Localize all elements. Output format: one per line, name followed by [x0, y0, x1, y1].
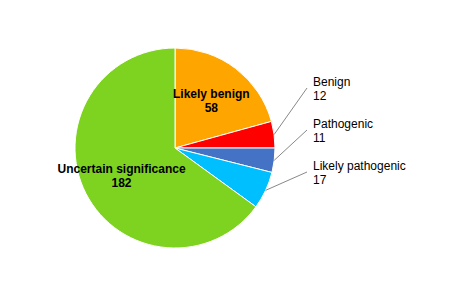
svg-text:Benign12: Benign12 — [313, 75, 350, 103]
svg-text:Uncertain significance182: Uncertain significance182 — [58, 162, 186, 190]
svg-text:Pathogenic11: Pathogenic11 — [313, 117, 373, 145]
svg-text:Likely benign58: Likely benign58 — [173, 87, 250, 115]
svg-text:Likely pathogenic17: Likely pathogenic17 — [313, 159, 406, 187]
